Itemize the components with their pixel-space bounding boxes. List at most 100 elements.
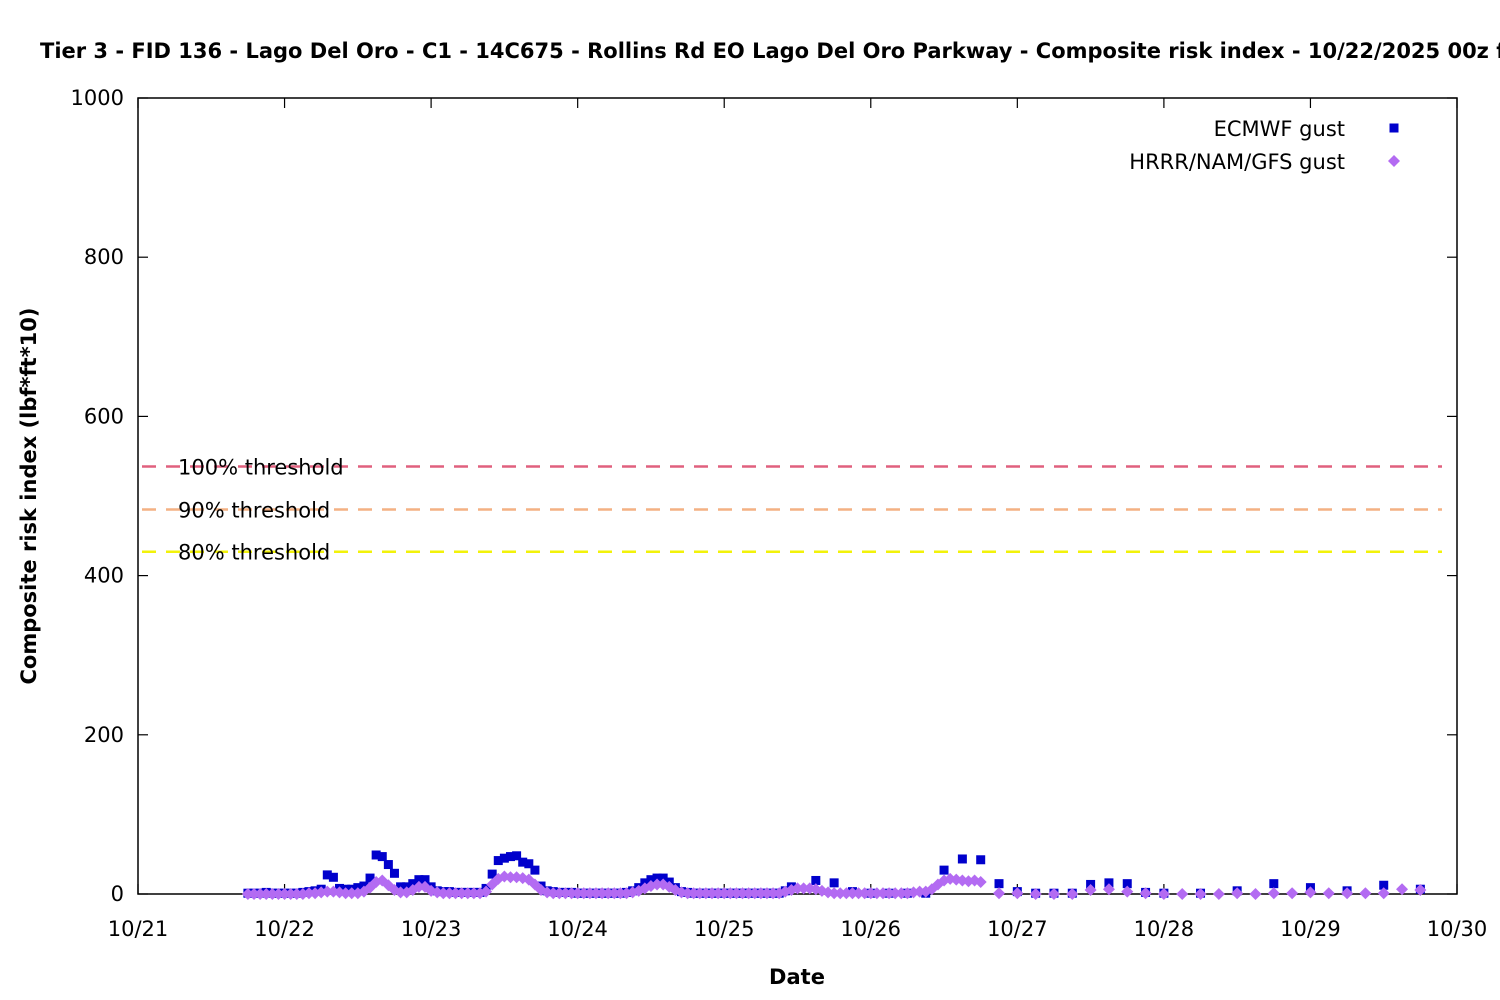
hrrr-point bbox=[1286, 887, 1299, 900]
hrrr-point bbox=[553, 887, 566, 900]
hrrr-point bbox=[1047, 888, 1060, 900]
y-tick-label: 600 bbox=[84, 404, 124, 428]
x-tick-label: 10/27 bbox=[987, 917, 1048, 941]
hrrr-point bbox=[278, 888, 291, 900]
hrrr-point bbox=[1084, 884, 1097, 897]
hrrr-point bbox=[1139, 887, 1152, 900]
hrrr-point bbox=[1267, 887, 1280, 900]
hrrr-point bbox=[870, 887, 883, 900]
ecmwf-point bbox=[658, 873, 668, 883]
ecmwf-point bbox=[646, 875, 656, 885]
hrrr-point bbox=[883, 887, 896, 900]
hrrr-point bbox=[302, 887, 315, 900]
hrrr-point bbox=[889, 887, 902, 900]
ecmwf-point bbox=[530, 865, 540, 875]
hrrr-point bbox=[1341, 887, 1354, 900]
hrrr-point bbox=[876, 887, 889, 900]
ecmwf-point bbox=[811, 875, 821, 885]
hrrr-point bbox=[1121, 885, 1134, 898]
hrrr-point bbox=[455, 887, 468, 900]
y-tick-label: 1000 bbox=[71, 86, 124, 110]
x-tick-label: 10/28 bbox=[1134, 917, 1195, 941]
hrrr-point bbox=[736, 887, 749, 900]
ecmwf-point bbox=[365, 873, 375, 883]
ecmwf-point bbox=[377, 852, 387, 862]
hrrr-point bbox=[760, 887, 773, 900]
legend-label: ECMWF gust bbox=[1214, 117, 1345, 141]
legend-label: HRRR/NAM/GFS gust bbox=[1129, 150, 1345, 174]
ecmwf-point bbox=[389, 868, 399, 878]
hrrr-point bbox=[266, 888, 279, 900]
x-tick-label: 10/23 bbox=[401, 917, 462, 941]
ecmwf-point bbox=[524, 859, 534, 869]
ecmwf-point bbox=[1104, 878, 1114, 888]
hrrr-point bbox=[852, 887, 865, 900]
hrrr-point bbox=[1414, 884, 1427, 897]
hrrr-point bbox=[712, 887, 725, 900]
x-tick-label: 10/30 bbox=[1427, 917, 1488, 941]
hrrr-point bbox=[687, 887, 700, 900]
legend-square-marker bbox=[1389, 123, 1399, 133]
hrrr-point bbox=[706, 887, 719, 900]
hrrr-point bbox=[1029, 888, 1042, 900]
hrrr-point bbox=[571, 887, 584, 900]
threshold-label: 90% threshold bbox=[178, 499, 330, 523]
hrrr-point bbox=[577, 887, 590, 900]
x-tick-label: 10/22 bbox=[254, 917, 315, 941]
hrrr-point bbox=[1231, 887, 1244, 900]
x-tick-label: 10/24 bbox=[547, 917, 608, 941]
hrrr-point bbox=[290, 888, 303, 900]
hrrr-point bbox=[504, 871, 517, 884]
hrrr-point bbox=[828, 887, 841, 900]
y-axis-label: Composite risk index (lbf*ft*10) bbox=[17, 307, 41, 684]
hrrr-point bbox=[748, 887, 761, 900]
plot-area-frame bbox=[137, 97, 1458, 895]
ecmwf-point bbox=[939, 865, 949, 875]
hrrr-point bbox=[1249, 888, 1262, 900]
y-tick-label: 200 bbox=[84, 723, 124, 747]
chart-title: Tier 3 - FID 136 - Lago Del Oro - C1 - 1… bbox=[40, 39, 1500, 63]
hrrr-point bbox=[913, 885, 926, 898]
hrrr-point bbox=[614, 887, 627, 900]
hrrr-point bbox=[693, 887, 706, 900]
hrrr-point bbox=[412, 880, 425, 893]
hrrr-point bbox=[1359, 887, 1372, 900]
y-tick-label: 0 bbox=[111, 882, 124, 906]
hrrr-point bbox=[345, 887, 358, 900]
threshold-label: 100% threshold bbox=[178, 456, 344, 480]
hrrr-point bbox=[589, 887, 602, 900]
hrrr-point bbox=[394, 886, 407, 899]
ecmwf-point bbox=[487, 869, 497, 879]
hrrr-point bbox=[547, 887, 560, 900]
ecmwf-point bbox=[1269, 879, 1279, 889]
hrrr-point bbox=[1176, 888, 1189, 900]
hrrr-point bbox=[797, 882, 810, 895]
y-tick-label: 400 bbox=[84, 564, 124, 588]
hrrr-point bbox=[467, 887, 480, 900]
hrrr-point bbox=[1322, 887, 1335, 900]
ecmwf-point bbox=[1122, 879, 1132, 889]
hrrr-point bbox=[437, 887, 450, 900]
hrrr-point bbox=[1102, 883, 1115, 896]
ecmwf-point bbox=[829, 878, 839, 888]
hrrr-point bbox=[718, 887, 731, 900]
hrrr-point bbox=[321, 885, 334, 898]
hrrr-point bbox=[254, 888, 267, 900]
hrrr-point bbox=[480, 885, 493, 898]
hrrr-point bbox=[1304, 886, 1317, 899]
ecmwf-point bbox=[420, 875, 430, 885]
hrrr-point bbox=[272, 888, 285, 900]
hrrr-point bbox=[602, 887, 615, 900]
x-tick-label: 10/21 bbox=[108, 917, 169, 941]
hrrr-point bbox=[846, 887, 859, 900]
hrrr-point bbox=[1194, 888, 1207, 900]
hrrr-point bbox=[559, 887, 572, 900]
hrrr-point bbox=[596, 887, 609, 900]
hrrr-point bbox=[895, 887, 908, 900]
hrrr-point bbox=[730, 887, 743, 900]
y-tick-label: 800 bbox=[84, 245, 124, 269]
ecmwf-point bbox=[414, 875, 424, 885]
hrrr-point bbox=[443, 887, 456, 900]
x-tick-label: 10/25 bbox=[694, 917, 755, 941]
hrrr-point bbox=[1396, 883, 1409, 896]
